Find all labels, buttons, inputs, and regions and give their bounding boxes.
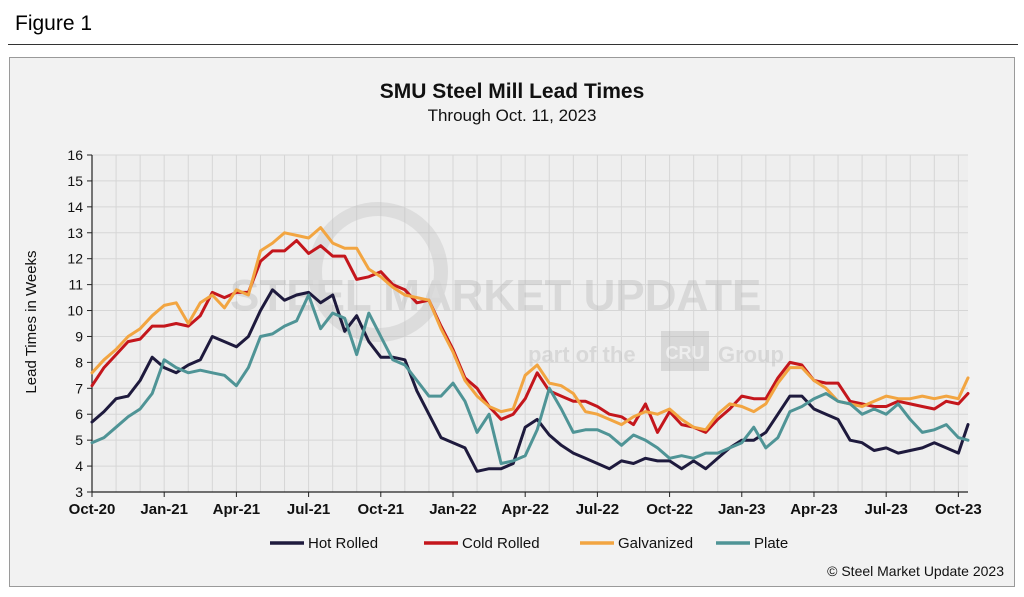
legend-label-galvanized: Galvanized bbox=[618, 535, 693, 552]
x-tick-label: Jul-23 bbox=[864, 501, 907, 518]
figure-label: Figure 1 bbox=[15, 12, 93, 35]
watermark-brand: STEEL MARKET UPDATE bbox=[230, 271, 761, 320]
y-tick-label: 8 bbox=[75, 354, 83, 370]
y-tick-label: 6 bbox=[75, 406, 83, 422]
y-tick-label: 10 bbox=[67, 303, 83, 319]
series-lines bbox=[90, 226, 970, 473]
header-divider bbox=[8, 44, 1018, 45]
x-tick-label: Jan-22 bbox=[429, 501, 477, 518]
x-tick-label: Apr-23 bbox=[790, 501, 838, 518]
y-tick-label: 12 bbox=[67, 251, 83, 267]
series-line-plate bbox=[90, 293, 970, 465]
series-line-hot-rolled bbox=[90, 288, 970, 473]
x-tick-label: Jul-22 bbox=[576, 501, 619, 518]
series-line-galvanized bbox=[90, 226, 970, 432]
y-tick-label: 5 bbox=[75, 432, 83, 448]
chart-subtitle: Through Oct. 11, 2023 bbox=[428, 106, 597, 125]
y-tick-label: 16 bbox=[67, 147, 83, 163]
watermark-tagline-logo: CRU bbox=[666, 343, 705, 363]
y-tick-label: 4 bbox=[75, 458, 83, 474]
y-axis-label: Lead Times in Weeks bbox=[23, 250, 40, 393]
y-tick-label: 15 bbox=[67, 173, 83, 189]
x-tick-label: Oct-22 bbox=[646, 501, 693, 518]
x-tick-label: Jan-21 bbox=[140, 501, 188, 518]
legend-label-plate: Plate bbox=[754, 535, 788, 552]
y-tick-label: 11 bbox=[68, 277, 83, 293]
x-tick-label: Jan-23 bbox=[718, 501, 766, 518]
watermark: STEEL MARKET UPDATE part of the CRU Grou… bbox=[230, 202, 784, 371]
x-tick-label: Oct-21 bbox=[357, 501, 404, 518]
copyright-text: © Steel Market Update 2023 bbox=[827, 563, 1004, 579]
x-tick-label: Jul-21 bbox=[287, 501, 330, 518]
x-tick-label: Apr-22 bbox=[501, 501, 549, 518]
x-tick-label: Oct-20 bbox=[69, 501, 116, 518]
watermark-ring bbox=[308, 202, 448, 342]
y-tick-label: 7 bbox=[75, 380, 83, 396]
cru-logo-box bbox=[661, 331, 709, 371]
watermark-tagline-pre: part of the bbox=[528, 342, 636, 367]
legend-label-cold-rolled: Cold Rolled bbox=[462, 535, 540, 552]
y-tick-label: 9 bbox=[75, 328, 83, 344]
y-tick-labels: 3 4 5 6 7 8 9 10 11 12 13 14 15 16 bbox=[67, 147, 92, 500]
y-tick-label: 14 bbox=[67, 199, 83, 215]
x-tick-labels: Oct-20 Jan-21 Apr-21 Jul-21 Oct-21 Jan-22 Apr-… bbox=[69, 492, 982, 518]
plot-area bbox=[92, 155, 968, 492]
series-line-cold-rolled bbox=[90, 239, 970, 434]
x-tick-label: Oct-23 bbox=[935, 501, 982, 518]
legend-label-hot-rolled: Hot Rolled bbox=[308, 535, 378, 552]
legend: Hot Rolled Cold Rolled Galvanized Plate bbox=[270, 535, 788, 552]
y-tick-label: 3 bbox=[75, 484, 83, 500]
x-tick-label: Apr-21 bbox=[213, 501, 261, 518]
watermark-tagline-post: Group bbox=[718, 342, 784, 367]
chart-title: SMU Steel Mill Lead Times bbox=[380, 80, 645, 103]
y-tick-label: 13 bbox=[67, 225, 83, 241]
figure-header: Figure 1 bbox=[0, 0, 1024, 46]
